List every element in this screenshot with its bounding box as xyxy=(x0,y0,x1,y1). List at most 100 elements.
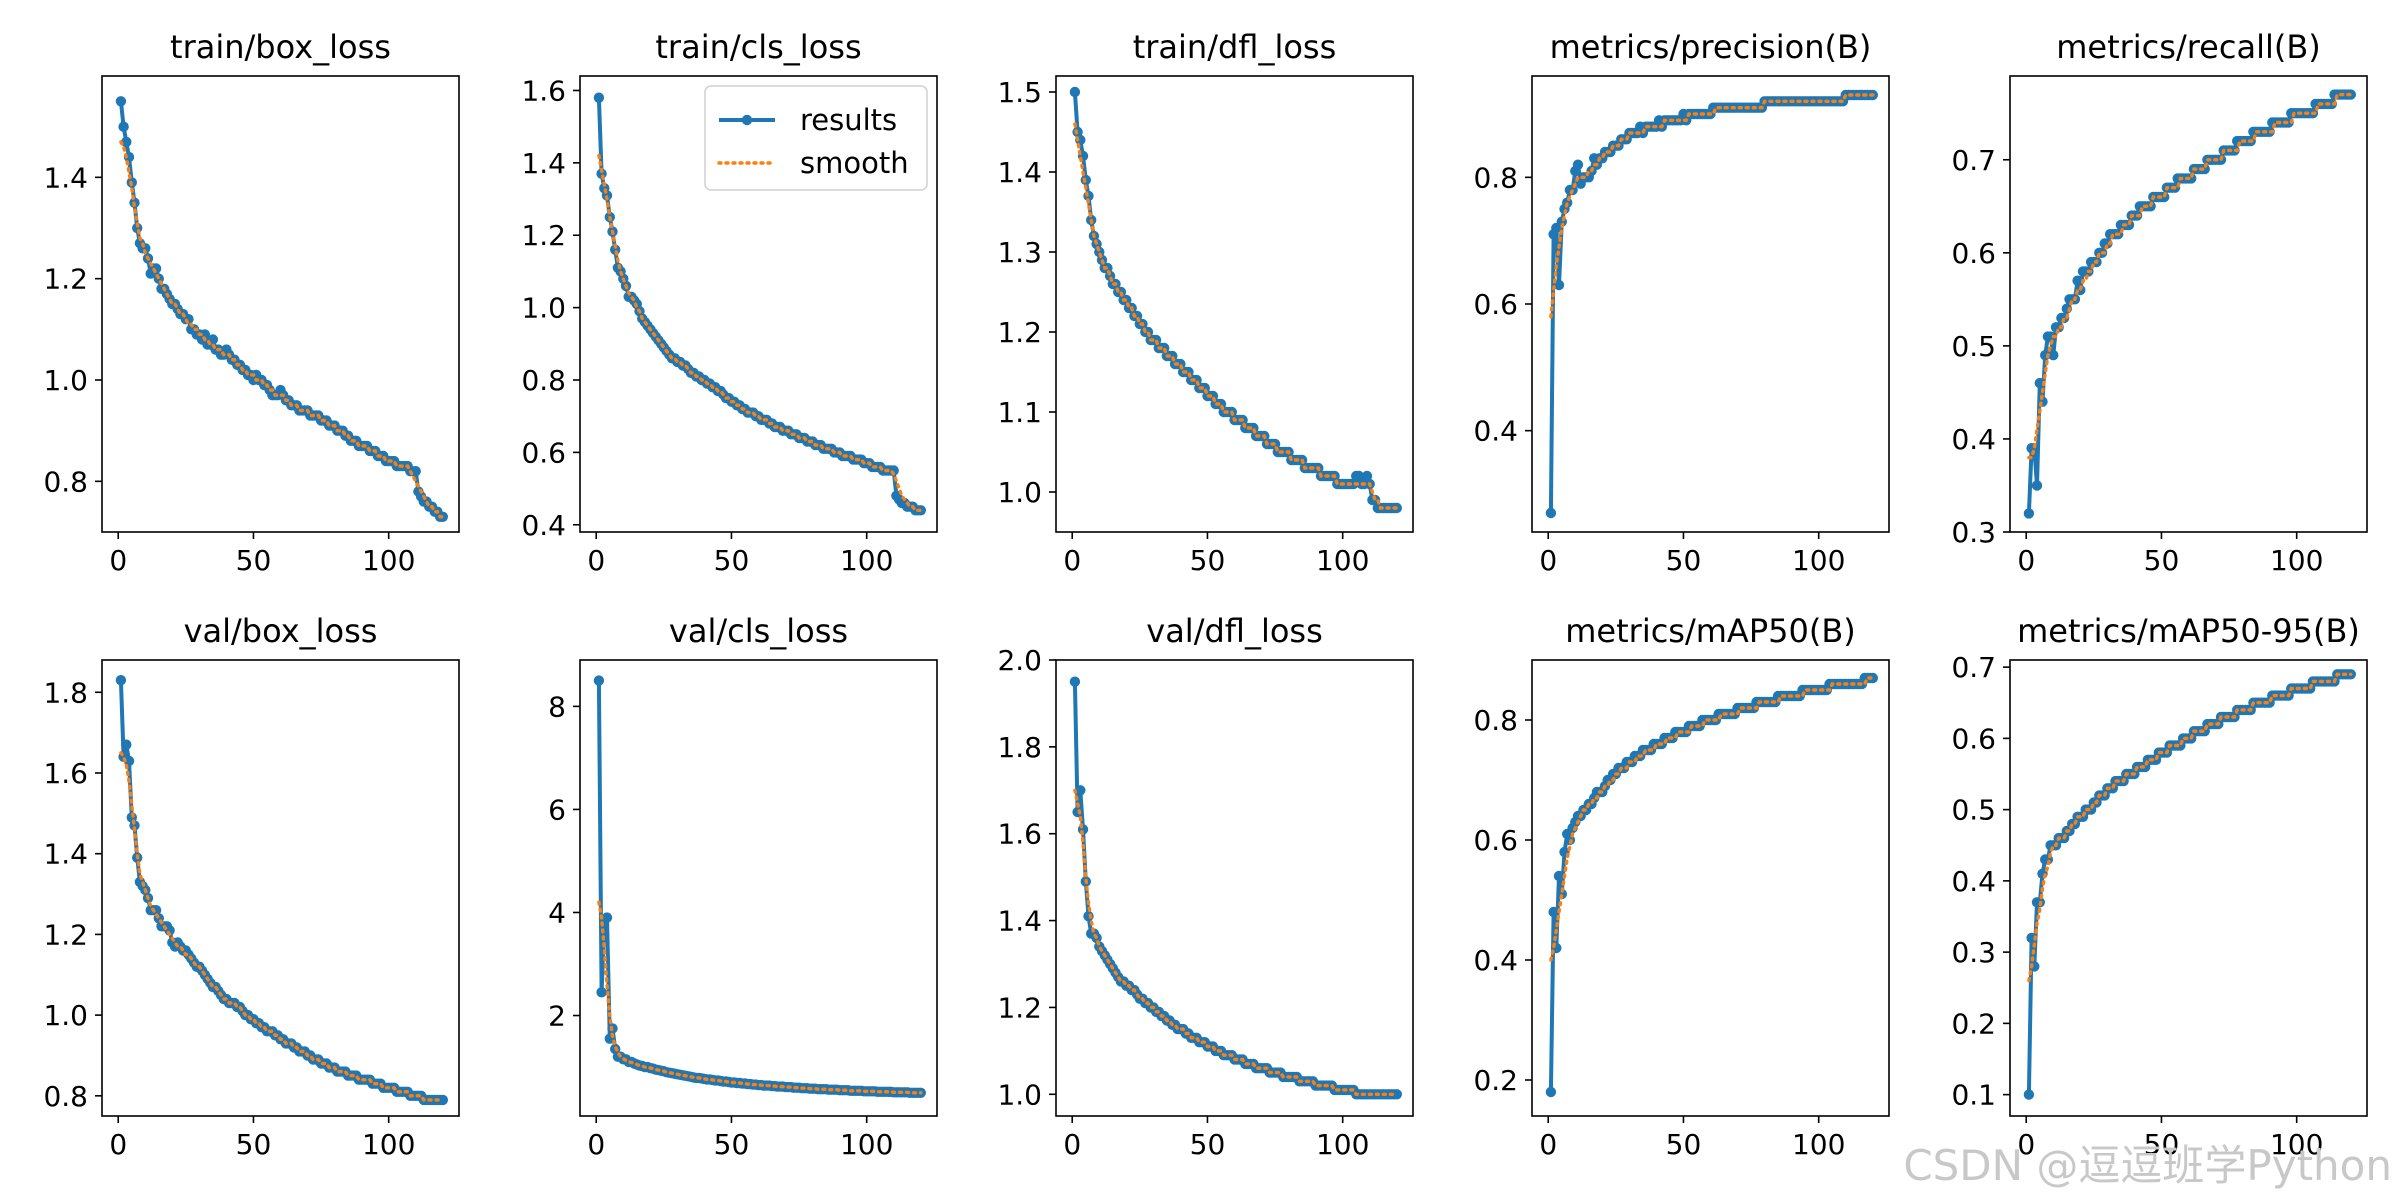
results-point xyxy=(2031,480,2043,491)
x-tick-label: 50 xyxy=(236,1128,272,1161)
plot-area xyxy=(1069,86,1403,514)
y-tick-label: 2 xyxy=(548,1000,566,1033)
smooth-line xyxy=(1073,122,1399,510)
results-point xyxy=(596,987,607,998)
chart-title: metrics/precision(B) xyxy=(1550,28,1872,66)
panel-train-cls-loss: train/cls_loss 0 50 100 0.4 0.6 0.8 1.0 1.2 1.4 1.… xyxy=(521,28,938,577)
chart-title: metrics/mAP50(B) xyxy=(1565,612,1856,650)
plot-area xyxy=(593,92,926,516)
axes-frame xyxy=(579,75,938,533)
results-point xyxy=(123,755,135,767)
axes-frame xyxy=(1055,75,1414,533)
x-tick-label: 100 xyxy=(362,1128,415,1161)
results-point xyxy=(1548,906,1559,918)
y-tick-label: 0.6 xyxy=(1951,722,1996,755)
y-tick-label: 1.0 xyxy=(43,999,88,1032)
results-point xyxy=(2199,163,2210,175)
legend-results-label: results xyxy=(800,103,897,137)
y-tick-label: 0.8 xyxy=(1473,704,1518,737)
smooth-line xyxy=(119,751,445,1102)
y-tick-label: 1.0 xyxy=(43,364,88,397)
results-point xyxy=(1075,785,1086,796)
chart-title: val/dfl_loss xyxy=(1146,612,1323,650)
y-tick-label: 1.4 xyxy=(997,156,1042,189)
axes-frame xyxy=(1531,659,1890,1117)
results-point xyxy=(199,329,210,340)
y-tick-label: 1.4 xyxy=(43,161,88,194)
results-point xyxy=(601,912,613,923)
axes-frame xyxy=(101,75,460,533)
y-tick-label: 0.3 xyxy=(1951,516,1996,549)
y-tick-label: 0.4 xyxy=(1951,865,1996,898)
y-tick-label: 8 xyxy=(548,690,566,723)
axes-frame xyxy=(2009,75,2368,533)
results-point xyxy=(2072,275,2083,286)
x-tick-label: 0 xyxy=(587,1128,605,1161)
y-tick-label: 0.8 xyxy=(43,465,88,498)
y-tick-label: 0.4 xyxy=(1473,415,1518,448)
x-tick-label: 100 xyxy=(362,544,415,577)
plot-area xyxy=(593,675,926,1099)
results-point xyxy=(1553,870,1565,882)
chart-title: metrics/mAP50-95(B) xyxy=(2017,612,2360,650)
axes-frame xyxy=(1531,75,1890,533)
y-tick-label: 1.0 xyxy=(521,292,566,325)
y-tick-label: 1.6 xyxy=(43,757,88,790)
y-tick-label: 1.2 xyxy=(521,219,566,252)
y-tick-label: 0.7 xyxy=(1951,651,1996,684)
x-tick-label: 0 xyxy=(1539,544,1557,577)
y-tick-label: 1.2 xyxy=(43,918,88,951)
results-point xyxy=(1545,1086,1557,1098)
results-point xyxy=(1572,159,1584,170)
axes-frame xyxy=(2009,659,2368,1117)
y-tick-label: 1.0 xyxy=(997,1078,1042,1111)
y-tick-label: 1.2 xyxy=(997,991,1042,1024)
x-tick-label: 0 xyxy=(2017,544,2035,577)
axes-frame xyxy=(1055,659,1414,1117)
chart-title: val/box_loss xyxy=(184,612,378,650)
axes-frame xyxy=(101,659,460,1117)
plot-area xyxy=(115,96,448,522)
y-tick-label: 1.8 xyxy=(997,731,1042,764)
x-tick-label: 100 xyxy=(1316,544,1369,577)
y-tick-label: 0.1 xyxy=(1951,1079,1996,1112)
y-tick-label: 1.2 xyxy=(997,316,1042,349)
results-point xyxy=(1348,478,1359,490)
results-point xyxy=(1545,507,1557,519)
panel-metrics-recall-b: metrics/recall(B) 0 50 100 0.3 0.4 0.5 0.6 0.7 xyxy=(1951,28,2368,577)
results-point xyxy=(2023,1089,2035,1100)
x-tick-label: 50 xyxy=(2144,544,2180,577)
plot-area xyxy=(1069,676,1403,1100)
x-tick-label: 0 xyxy=(1063,1128,1081,1161)
results-point xyxy=(121,739,132,750)
results-point xyxy=(2045,331,2056,342)
x-tick-label: 50 xyxy=(1190,544,1226,577)
y-tick-label: 1.3 xyxy=(997,236,1042,269)
results-point xyxy=(593,675,605,686)
chart-title: metrics/recall(B) xyxy=(2056,28,2321,66)
results-point xyxy=(1867,672,1879,684)
plot-area xyxy=(1545,672,1879,1098)
x-tick-label: 100 xyxy=(1316,1128,1369,1161)
y-tick-label: 0.4 xyxy=(521,509,566,542)
results-point xyxy=(121,136,132,148)
results-point xyxy=(2023,508,2035,519)
panel-train-dfl-loss: train/dfl_loss 0 50 100 1.0 1.1 1.2 1.3 1.4 1.5 xyxy=(997,28,1414,577)
legend-results-marker xyxy=(741,114,753,126)
chart-title: val/cls_loss xyxy=(669,612,848,650)
smooth-line xyxy=(119,140,445,519)
y-tick-label: 4 xyxy=(548,896,566,929)
y-tick-label: 0.4 xyxy=(1951,423,1996,456)
y-tick-label: 0.8 xyxy=(43,1080,88,1113)
y-tick-label: 0.5 xyxy=(1951,330,1996,363)
y-tick-label: 1.4 xyxy=(997,905,1042,938)
y-tick-label: 1.4 xyxy=(43,838,88,871)
results-point xyxy=(115,675,127,686)
results-point xyxy=(1072,806,1083,818)
results-point xyxy=(1353,470,1365,482)
results-point xyxy=(115,96,127,107)
panel-train-box-loss: train/box_loss 0 50 100 0.8 1.0 1.2 1.4 xyxy=(43,28,460,577)
x-tick-label: 100 xyxy=(840,1128,893,1161)
results-point xyxy=(1069,676,1081,687)
